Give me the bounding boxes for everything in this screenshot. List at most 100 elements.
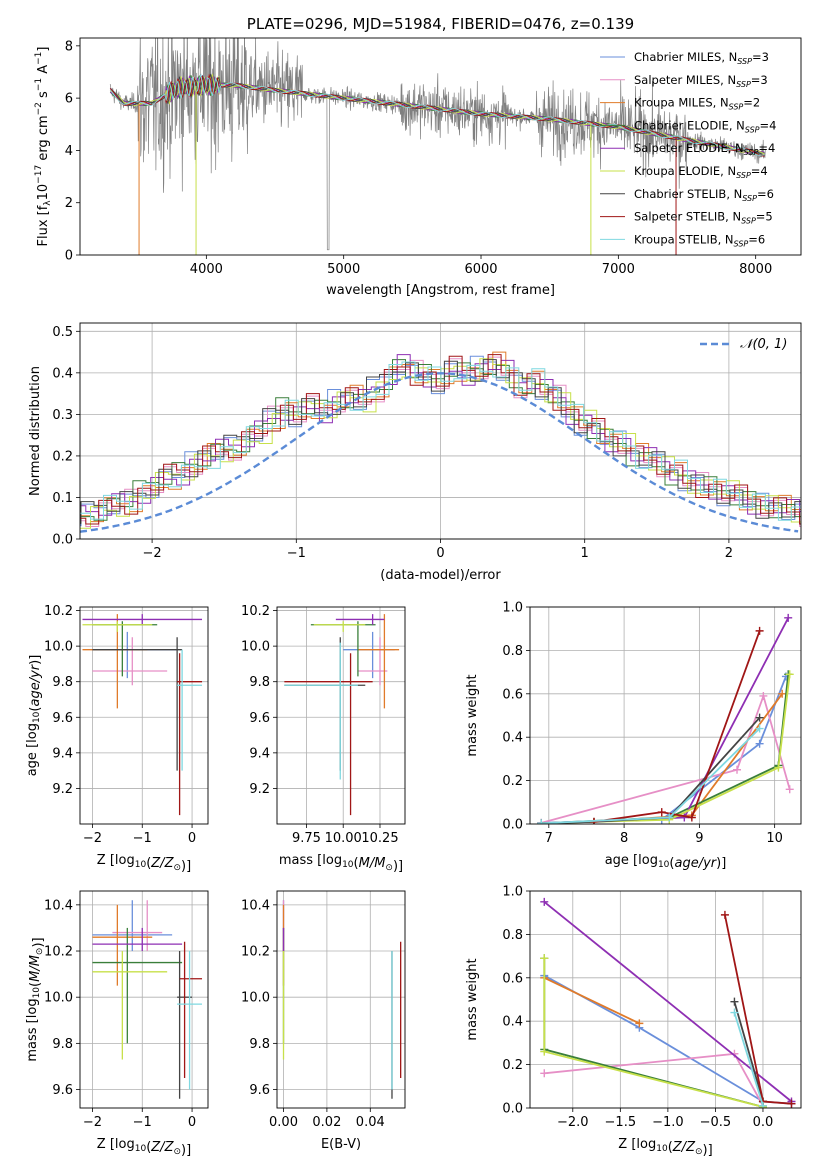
weight-marker-kroupa_miles <box>778 689 787 698</box>
y-tick-label: 9.6 <box>52 711 73 726</box>
legend-label-salpeter_miles: Salpeter MILES, NSSP=3 <box>634 73 768 89</box>
y-tick-label: 9.8 <box>52 1037 73 1052</box>
y-tick-label: 9.6 <box>249 1083 270 1098</box>
chart-title: PLATE=0296, MJD=51984, FIBERID=0476, z=0… <box>247 15 634 33</box>
y-tick-label: 0.0 <box>502 818 523 833</box>
y-tick-label: 10.4 <box>241 898 270 913</box>
errorbar-area <box>82 614 203 816</box>
weight-marker-salpeter_stelib <box>755 626 764 635</box>
legend-label-chabrier_stelib: Chabrier STELIB, NSSP=6 <box>634 187 774 203</box>
x-tick-label: 0.00 <box>269 1115 298 1130</box>
weight-line-kroupa_stelib <box>541 727 761 824</box>
x-tick-label: −1 <box>133 1115 152 1130</box>
x-tick-label: 4000 <box>190 262 223 277</box>
legend-label-kroupa_elodie: Kroupa ELODIE, NSSP=4 <box>634 164 768 180</box>
legend-label-kroupa_miles: Kroupa MILES, NSSP=2 <box>634 96 760 112</box>
errorbar-area <box>282 900 402 1099</box>
legend-label-normal: 𝒩(0, 1) <box>740 337 787 352</box>
y-tick-label: 10.0 <box>241 640 270 655</box>
y-tick-label: 0.8 <box>502 928 523 943</box>
y-tick-label: 9.6 <box>249 711 270 726</box>
panel-weight_vs_age: 7 8 9 10 0.0 0.2 0.4 0.6 0.8 1.0 age [log10(age/yr… <box>465 601 802 871</box>
weight-marker-salpeter_stelib <box>720 910 729 919</box>
x-tick-label: −2 <box>83 831 102 846</box>
model-spectrum-kroupa_stelib <box>109 73 765 156</box>
y-axis-label: mass weight <box>465 958 480 1040</box>
axes-frame <box>529 890 802 1109</box>
weight-marker-kroupa_elodie <box>540 1047 549 1056</box>
histogram-chabrier_elodie <box>80 359 801 521</box>
weight-marker-kroupa_elodie <box>785 670 794 679</box>
y-tick-label: 9.4 <box>249 746 270 761</box>
y-tick-label: 10.0 <box>44 991 73 1006</box>
weight-marker-salpeter_stelib <box>787 1099 796 1108</box>
y-tick-label: 0.2 <box>502 1058 523 1073</box>
x-axis-label: age [log10(age/yr)] <box>605 853 727 871</box>
weight-line-kroupa_elodie <box>543 958 764 1108</box>
histogram-kroupa_stelib <box>80 361 801 521</box>
x-axis-label: E(B-V) <box>321 1137 361 1152</box>
histogram-area <box>80 351 801 533</box>
x-tick-label: −1 <box>133 831 152 846</box>
weight-line-salpeter_elodie <box>543 901 793 1103</box>
y-tick-label: 0.5 <box>52 325 73 340</box>
x-tick-label: 9.75 <box>292 831 321 846</box>
weight-marker-salpeter_miles <box>540 1069 549 1078</box>
x-tick-label: −1.0 <box>652 1115 684 1130</box>
y-tick-label: 10.2 <box>241 945 270 960</box>
y-axis-label: age [log10(age/yr)] <box>25 655 43 777</box>
weight-line-chabrier_stelib <box>541 717 761 824</box>
weight-line-area <box>540 897 796 1108</box>
y-tick-label: 6 <box>65 92 73 107</box>
y-tick-label: 0.4 <box>502 731 523 746</box>
x-axis-label: mass [log10(M/M⊙)] <box>279 853 403 874</box>
x-tick-label: −0.5 <box>700 1115 732 1130</box>
x-tick-label: 1 <box>581 546 589 561</box>
model-spectrum-salpeter_stelib <box>109 73 765 157</box>
y-tick-label: 0.2 <box>502 774 523 789</box>
weight-marker-salpeter_miles <box>733 765 742 774</box>
y-tick-label: 1.0 <box>502 601 523 616</box>
x-tick-label: −2.0 <box>557 1115 589 1130</box>
weight-line-area <box>537 613 794 824</box>
weight-marker-salpeter_stelib <box>687 813 696 822</box>
errorbar-area <box>284 614 400 816</box>
x-tick-label: 7 <box>545 831 553 846</box>
x-axis-label: Z [log10(Z/Z⊙)] <box>97 1137 191 1158</box>
weight-marker-chabrier_stelib <box>730 997 739 1006</box>
normal-curve <box>80 372 799 533</box>
axes-frame <box>276 890 406 1109</box>
y-tick-label: 9.8 <box>249 1037 270 1052</box>
weight-line-kroupa_stelib <box>733 1012 764 1107</box>
x-tick-label: 0.04 <box>356 1115 385 1130</box>
spectrum-legend: Chabrier MILES, NSSP=3 Salpeter MILES, NS… <box>600 50 776 248</box>
y-tick-label: 0.6 <box>502 687 523 702</box>
legend-label-kroupa_stelib: Kroupa STELIB, NSSP=6 <box>634 232 765 248</box>
x-tick-label: 0.0 <box>753 1115 774 1130</box>
y-axis-label: Normed distribution <box>28 366 43 496</box>
x-axis-label: wavelength [Angstrom, rest frame] <box>326 283 555 298</box>
y-axis-label: mass [log10(M/M⊙)] <box>25 937 46 1061</box>
x-tick-label: 6000 <box>464 262 497 277</box>
legend-label-chabrier_miles: Chabrier MILES, NSSP=3 <box>634 50 769 66</box>
weight-marker-kroupa_stelib <box>755 724 764 733</box>
legend-label-chabrier_elodie: Chabrier ELODIE, NSSP=4 <box>634 118 776 134</box>
y-tick-label: 0.4 <box>502 1015 523 1030</box>
weight-marker-kroupa_elodie <box>774 763 783 772</box>
y-tick-label: 0 <box>65 249 73 264</box>
y-tick-label: 0.8 <box>502 644 523 659</box>
panel-mass_vs_Z: −2 −1 0 9.6 9.8 10.0 10.2 10.4 Z [log10(Z/Z⊙)] ma… <box>25 890 209 1158</box>
panel-weight_vs_Z: −2.0 −1.5 −1.0 −0.5 0.0 0.0 0.2 0.4 0.6 0.8 1.0 Z [… <box>465 885 802 1158</box>
y-tick-label: 8 <box>65 39 73 54</box>
weight-marker-kroupa_elodie <box>540 954 549 963</box>
x-tick-label: −2 <box>83 1115 102 1130</box>
panel-mass_vs_ebv: 0.00 0.02 0.04 9.6 9.8 10.0 10.2 10.4 E(B-V) <box>241 890 406 1152</box>
y-tick-label: 0.0 <box>502 1102 523 1117</box>
weight-line-salpeter_elodie <box>541 617 789 824</box>
y-axis-label: Flux [fλ10−17 erg cm−2 s−1 A−1] <box>34 47 53 247</box>
legend-label-salpeter_stelib: Salpeter STELIB, NSSP=5 <box>634 210 773 226</box>
y-tick-label: 4 <box>65 144 73 159</box>
histogram-salpeter_stelib <box>80 354 801 525</box>
weight-marker-salpeter_stelib <box>657 808 666 817</box>
x-tick-label: −1 <box>287 546 306 561</box>
